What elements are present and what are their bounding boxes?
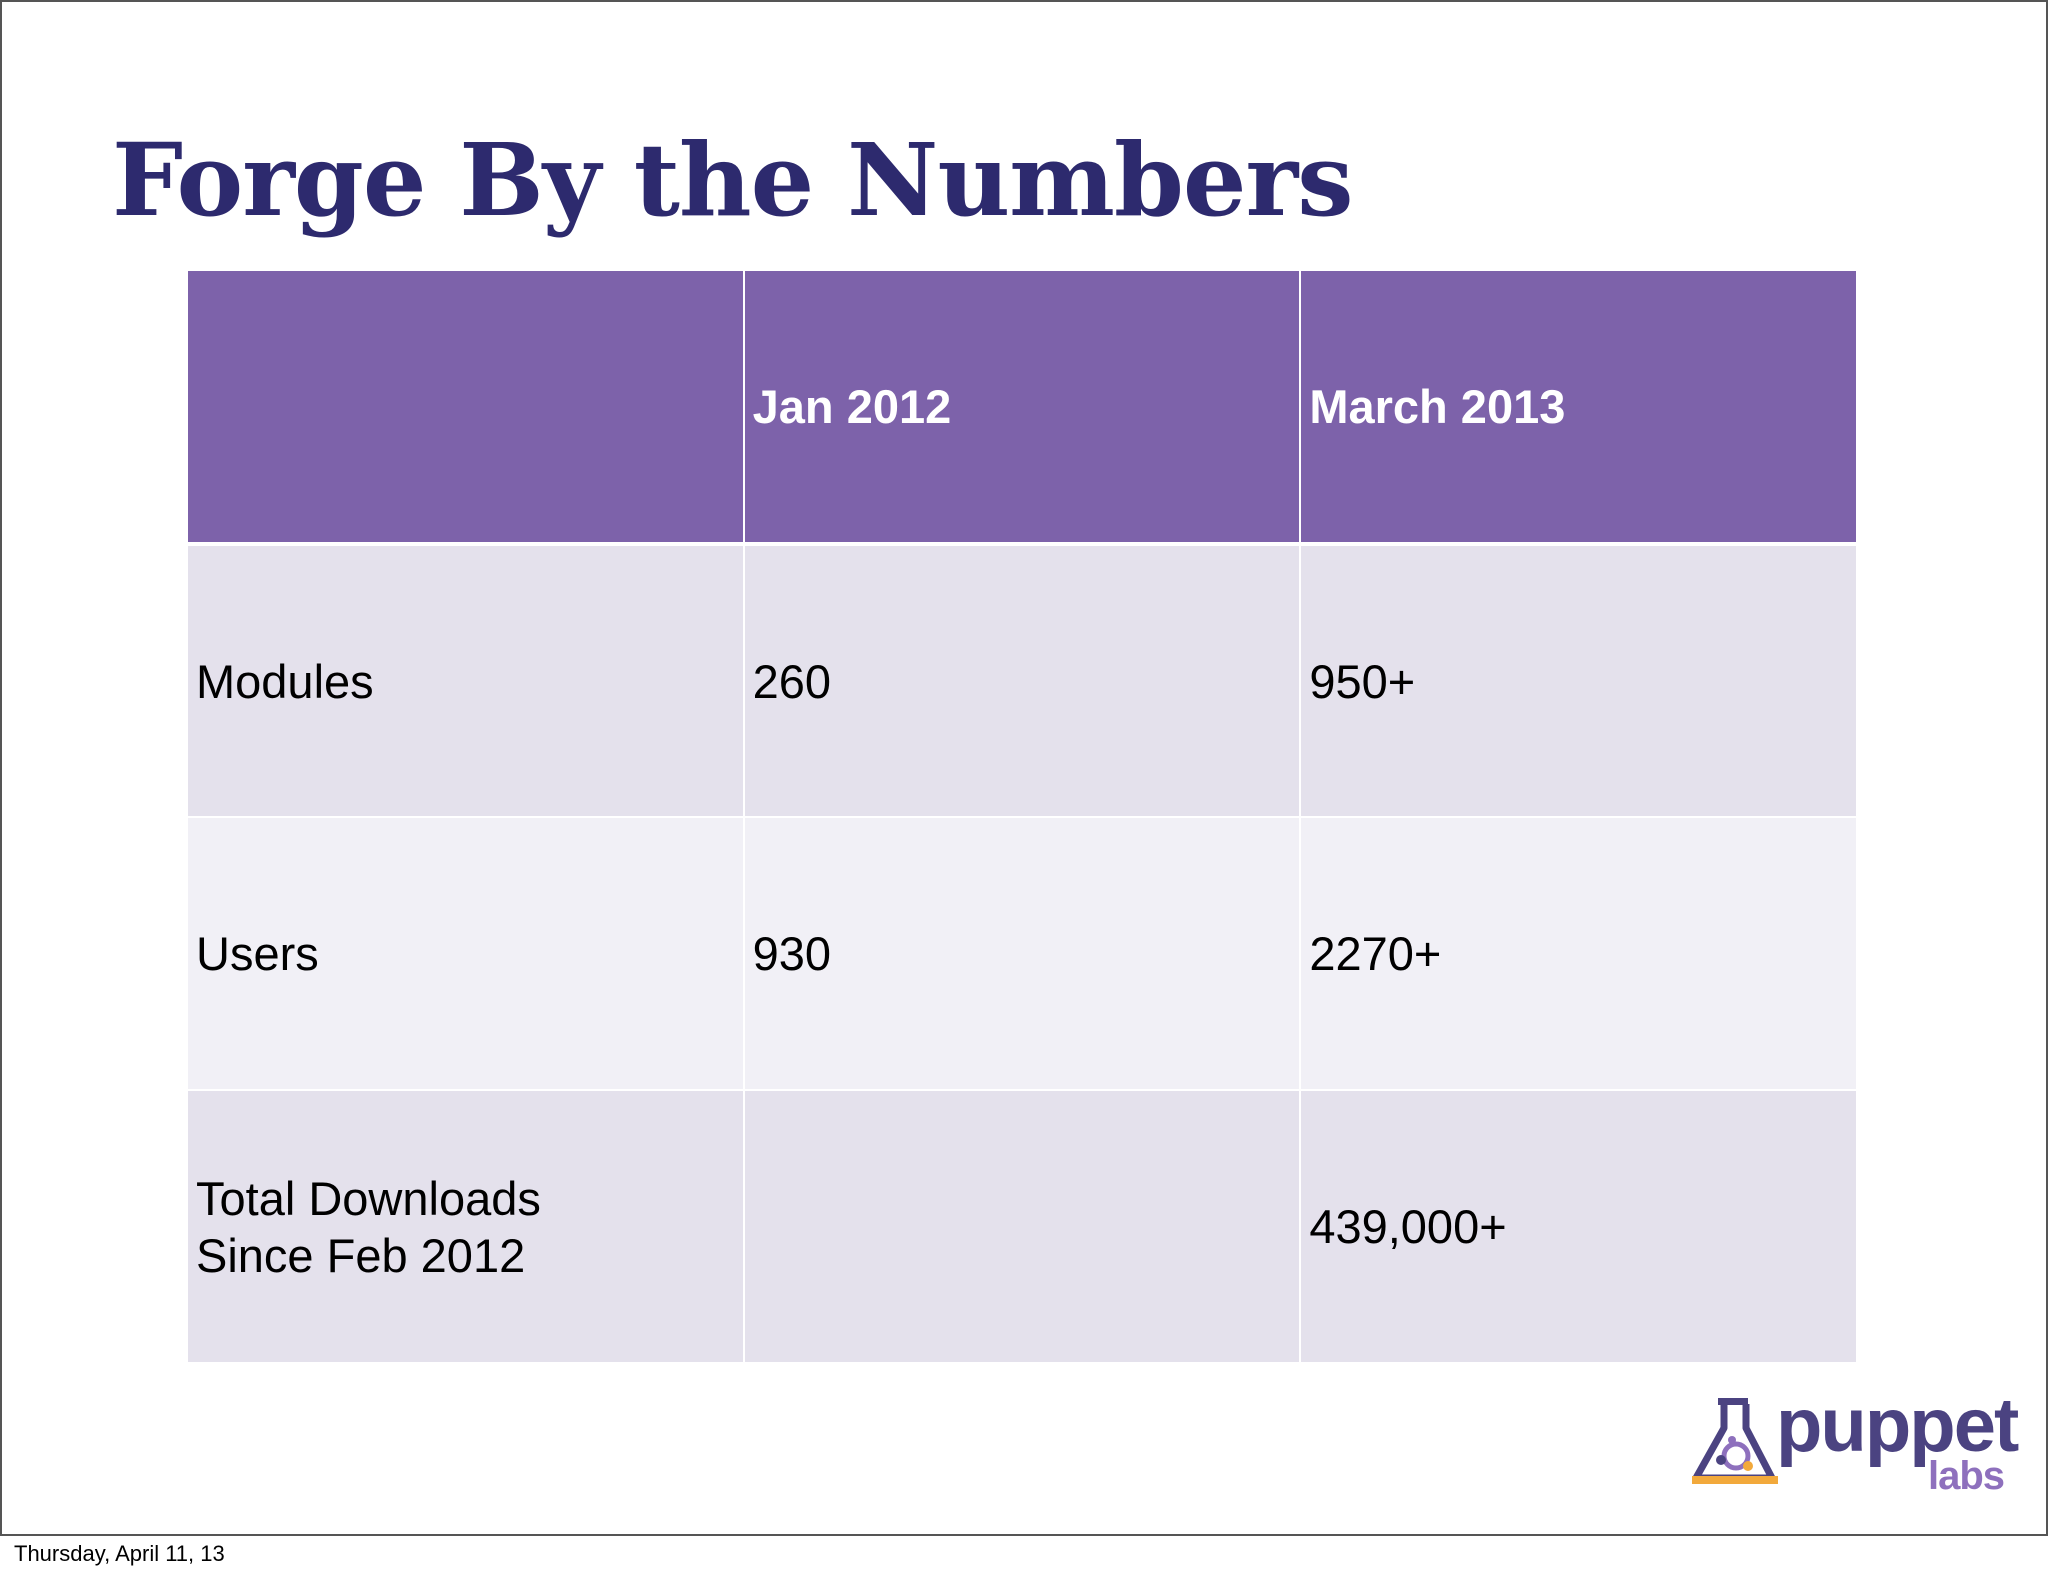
row-label: Modules [186,543,745,818]
logo-wordmark: puppet [1776,1383,2019,1468]
row-label-line-2: Since Feb 2012 [196,1228,526,1282]
numbers-table: Jan 2012 March 2013 Modules 260 950+ Use… [186,269,1858,1364]
row-label-line-1: Total Downloads [196,1171,541,1225]
slide-title: Forge By the Numbers [112,121,1353,239]
footer-area [0,1536,2048,1576]
table-header-row: Jan 2012 March 2013 [186,269,1858,546]
table-row-total-downloads: Total Downloads Since Feb 2012 439,000+ [186,1089,1858,1364]
logo-subword: labs [1928,1454,2005,1498]
cell-jan-2012 [742,1089,1302,1364]
row-label: Users [186,816,745,1091]
header-cell-march-2013: March 2013 [1299,269,1858,546]
slide: Forge By the Numbers Jan 2012 March 2013… [0,0,2048,1536]
table-row-users: Users 930 2270+ [186,816,1858,1091]
cell-march-2013: 950+ [1299,543,1858,818]
cell-march-2013: 439,000+ [1299,1089,1858,1364]
puppet-labs-logo: puppet labs [1688,1388,2019,1496]
header-cell-jan-2012: Jan 2012 [742,269,1302,546]
footer-date: Thursday, April 11, 13 [14,1541,225,1566]
cell-march-2013: 2270+ [1299,816,1858,1091]
row-label: Total Downloads Since Feb 2012 [186,1089,745,1364]
flask-icon [1692,1398,1778,1484]
cell-jan-2012: 930 [742,816,1302,1091]
table-row-modules: Modules 260 950+ [186,543,1858,818]
header-cell-empty [186,269,745,546]
cell-jan-2012: 260 [742,543,1302,818]
